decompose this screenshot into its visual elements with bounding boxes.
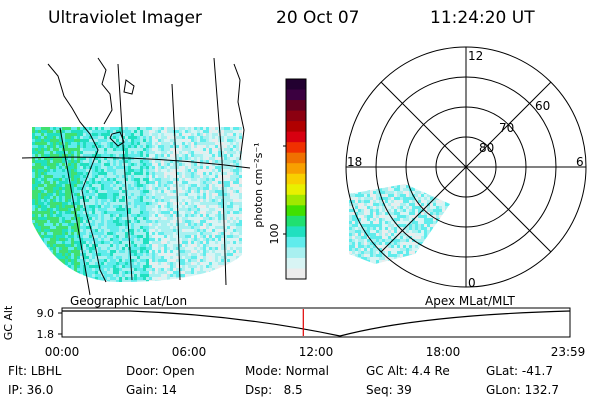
orbit-timeline: 9.0 1.8 GC Alt 00:00 06:00 12:00 18:00 2… — [2, 305, 586, 359]
time-tick-0600: 06:00 — [172, 345, 207, 359]
aurora-emission-geo — [32, 127, 242, 282]
dsp-value: 8.5 — [283, 383, 303, 397]
time-tick-2359: 23:59 — [551, 345, 586, 359]
colorbar-cell — [286, 152, 306, 164]
colorbar-cell — [286, 194, 306, 206]
colorbar-cell — [286, 89, 306, 101]
dsp-field: Dsp: 8.5 — [245, 383, 303, 397]
time-tick-1200: 12:00 — [299, 345, 334, 359]
filter-value: LBHL — [30, 364, 62, 378]
colorbar-unit-label: photon cm⁻²s⁻¹ — [252, 142, 265, 227]
gcalt-field: GC Alt: 4.4 Re — [366, 364, 450, 378]
gain-field: Gain: 14 — [126, 383, 177, 397]
geographic-map — [21, 57, 251, 295]
mlt-label-18: 18 — [347, 155, 362, 169]
colorbar-cell — [286, 100, 306, 112]
door-value: Open — [162, 364, 195, 378]
door-field: Door: Open — [126, 364, 195, 378]
gain-value: 14 — [161, 383, 177, 397]
gcalt-value: 4.4 Re — [411, 364, 450, 378]
lat-label-80: 80 — [479, 141, 494, 155]
mlt-label-0: 0 — [468, 276, 476, 290]
meridian — [171, 83, 181, 281]
colorbar-cell — [286, 236, 306, 248]
mode-value: Normal — [285, 364, 329, 378]
lat-label-60: 60 — [535, 99, 550, 113]
mlt-label-6: 6 — [576, 155, 584, 169]
date-label: 20 Oct 07 — [276, 8, 360, 28]
gc-alt-axis-label: GC Alt — [2, 305, 15, 340]
glat-field: GLat: -41.7 — [486, 364, 553, 378]
meridian — [213, 57, 227, 286]
glon-value: 132.7 — [524, 383, 559, 397]
colorbar-cell — [286, 184, 306, 196]
glat-value: -41.7 — [521, 364, 553, 378]
mode-field: Mode: Normal — [245, 364, 329, 378]
colorbar-cell — [286, 110, 306, 122]
meridian — [59, 127, 91, 295]
seq-field: Seq: 39 — [366, 383, 412, 397]
colorbar-cell — [286, 173, 306, 185]
colorbar-cell — [286, 163, 306, 175]
gc-altitude-curve — [62, 310, 571, 337]
ip-value: 36.0 — [26, 383, 54, 397]
colorbar-cell — [286, 79, 306, 91]
colorbar-cell — [286, 121, 306, 133]
colorbar: 100 10 photon cm⁻²s⁻¹ — [252, 78, 307, 280]
time-tick-1800: 18:00 — [426, 345, 461, 359]
colorbar-cell — [286, 131, 306, 143]
coastline — [47, 63, 107, 283]
ip-field: IP: 36.0 — [8, 383, 54, 397]
polar-panel-label: Apex MLat/MLT — [425, 294, 515, 308]
colorbar-cell — [286, 257, 306, 269]
geo-panel-label: Geographic Lat/Lon — [70, 294, 188, 308]
colorbar-cell — [286, 215, 306, 227]
seq-value: 39 — [396, 383, 412, 397]
colorbar-cell — [286, 226, 306, 238]
lat-label-70: 70 — [499, 121, 514, 135]
time-label: 11:24:20 UT — [430, 8, 535, 28]
colorbar-cell — [286, 142, 306, 154]
filter-field: Flt: LBHL — [8, 364, 62, 378]
meridian — [117, 63, 133, 281]
colorbar-cell — [286, 205, 306, 217]
alt-tick-1.8: 1.8 — [37, 328, 55, 341]
timeline-frame — [61, 307, 571, 338]
parallel — [21, 156, 251, 169]
time-tick-0000: 00:00 — [45, 345, 80, 359]
polar-plot: 12 18 6 0 80 70 60 — [345, 46, 587, 290]
instrument-title: Ultraviolet Imager — [48, 8, 202, 28]
colorbar-cell — [286, 247, 306, 259]
glon-field: GLon: 132.7 — [486, 383, 559, 397]
colorbar-frame — [285, 78, 307, 280]
alt-tick-9: 9.0 — [37, 307, 55, 320]
mlt-label-12: 12 — [468, 49, 483, 63]
polar-axis-diagonal — [380, 81, 552, 253]
colorbar-tick-label-100: 100 — [268, 224, 281, 245]
colorbar-cell — [286, 268, 306, 280]
